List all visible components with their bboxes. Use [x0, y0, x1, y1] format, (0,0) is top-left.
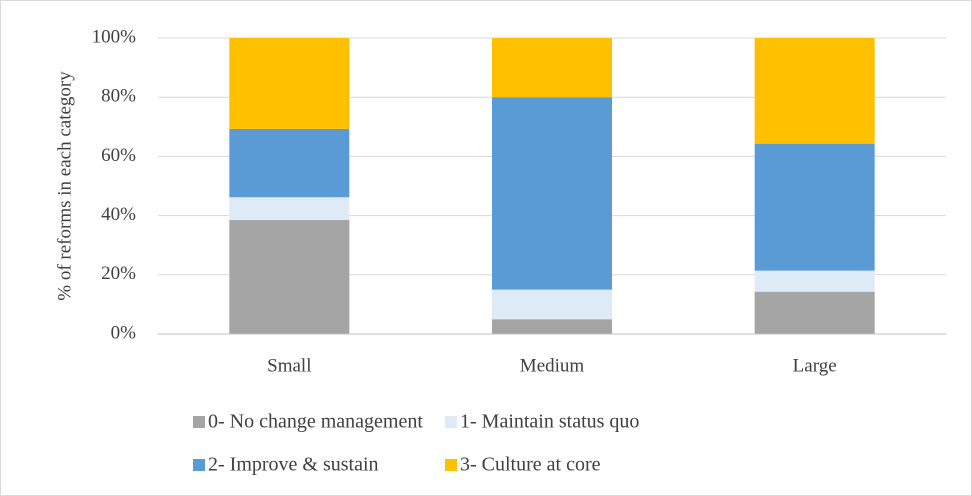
- legend-text: 3- Culture at core: [460, 454, 601, 476]
- legend-swatch: [445, 416, 457, 428]
- y-tick-label: 40%: [101, 204, 136, 225]
- bar-segment: [754, 291, 875, 334]
- legend-swatch: [193, 416, 205, 428]
- y-tick-label: 0%: [111, 322, 137, 343]
- y-tick-label: 100%: [92, 26, 137, 47]
- bar-segment: [229, 197, 350, 221]
- bar-segment: [492, 38, 612, 98]
- bar-segment: [229, 38, 350, 129]
- legend-swatch: [445, 459, 457, 471]
- y-axis-label: % of reforms in each category: [54, 71, 75, 301]
- x-tick-label: Large: [793, 355, 837, 376]
- y-tick-label: 80%: [101, 86, 136, 107]
- x-tick-label: Medium: [520, 355, 585, 376]
- legend-swatch: [193, 459, 205, 471]
- legend-text: 2- Improve & sustain: [208, 454, 379, 476]
- bar-segment: [492, 97, 612, 290]
- bar-segment: [754, 270, 875, 292]
- bar-segment: [754, 38, 875, 144]
- bar-segment: [492, 319, 612, 334]
- x-tick-label: Small: [267, 355, 311, 376]
- bar-segment: [229, 220, 350, 334]
- bar-segment: [492, 289, 612, 320]
- y-tick-label: 20%: [101, 263, 136, 284]
- legend-text: 1- Maintain status quo: [460, 411, 639, 433]
- bar-segment: [754, 143, 875, 271]
- y-tick-label: 60%: [101, 145, 136, 166]
- bar-segment: [229, 128, 350, 198]
- legend-text: 0- No change management: [208, 411, 423, 433]
